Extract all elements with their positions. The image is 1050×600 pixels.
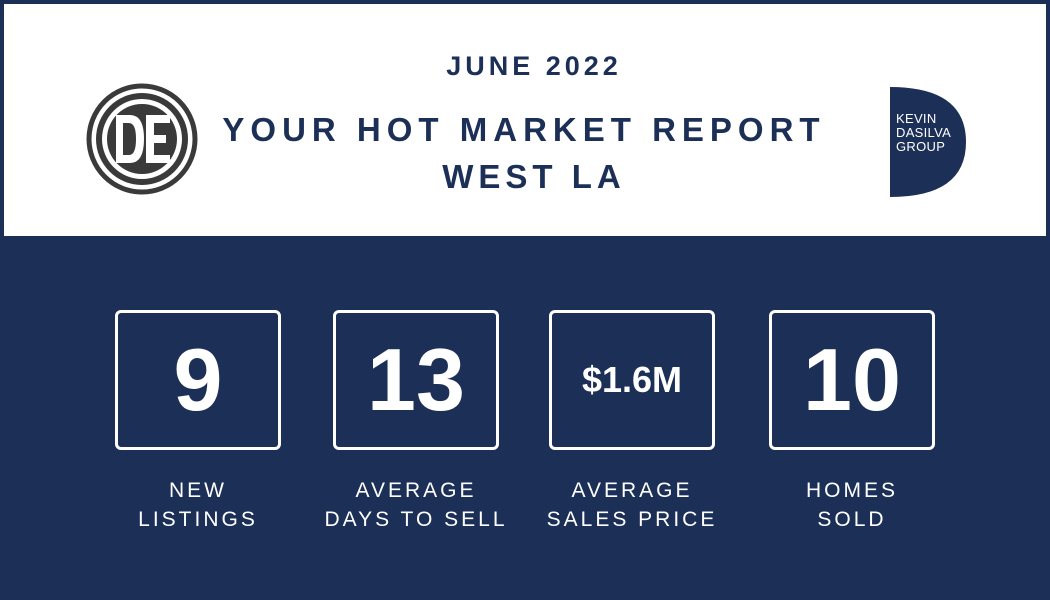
stat-label-line: SOLD — [817, 508, 887, 531]
logo-line: GROUP — [896, 139, 946, 154]
stat-label: AVERAGE SALES PRICE — [510, 476, 754, 534]
stat-label-line: NEW — [169, 479, 227, 502]
stat-label-line: AVERAGE — [571, 479, 693, 502]
stat-label-line: SALES PRICE — [546, 508, 718, 531]
stat-value: $1.6M — [581, 359, 683, 400]
stat-value: 13 — [367, 330, 465, 429]
stat-average-days-to-sell: 13 AVERAGE DAYS TO SELL — [314, 236, 524, 536]
stat-label-line: LISTINGS — [138, 508, 258, 531]
report-header: JUNE 2022 YOUR HOT MARKET REPORT WEST LA… — [4, 4, 1046, 236]
stat-value-box: 13 — [333, 310, 499, 450]
stat-label-line: AVERAGE — [355, 479, 477, 502]
stat-value: 10 — [803, 330, 901, 429]
stat-label-line: DAYS TO SELL — [324, 508, 508, 531]
stat-label: NEW LISTINGS — [76, 476, 320, 534]
stat-label: HOMES SOLD — [730, 476, 974, 534]
report-title: YOUR HOT MARKET REPORT — [222, 111, 826, 148]
stat-label: AVERAGE DAYS TO SELL — [294, 476, 538, 534]
stat-value: 9 — [173, 330, 223, 429]
stat-new-listings: 9 NEW LISTINGS — [96, 236, 306, 536]
stat-homes-sold: 10 HOMES SOLD — [750, 236, 960, 536]
logo-half-circle-shape — [890, 87, 966, 197]
stat-value-box: 10 — [769, 310, 935, 450]
logo-line: KEVIN — [896, 111, 937, 126]
stats-panel: 9 NEW LISTINGS 13 AVERAGE DAYS TO SELL $… — [4, 236, 1046, 596]
kevin-dasilva-group-logo: KEVIN DASILVA GROUP — [890, 87, 970, 197]
logo-wordmark: KEVIN DASILVA GROUP — [896, 112, 951, 154]
stat-label-line: HOMES — [805, 479, 898, 502]
de-monogram-logo — [86, 83, 198, 195]
report-location: WEST LA — [442, 158, 626, 195]
logo-line: DASILVA — [896, 125, 952, 140]
stat-value-box: 9 — [115, 310, 281, 450]
report-month: JUNE 2022 — [446, 51, 622, 81]
stat-average-sales-price: $1.6M AVERAGE SALES PRICE — [530, 236, 740, 536]
stat-value-box: $1.6M — [549, 310, 715, 450]
